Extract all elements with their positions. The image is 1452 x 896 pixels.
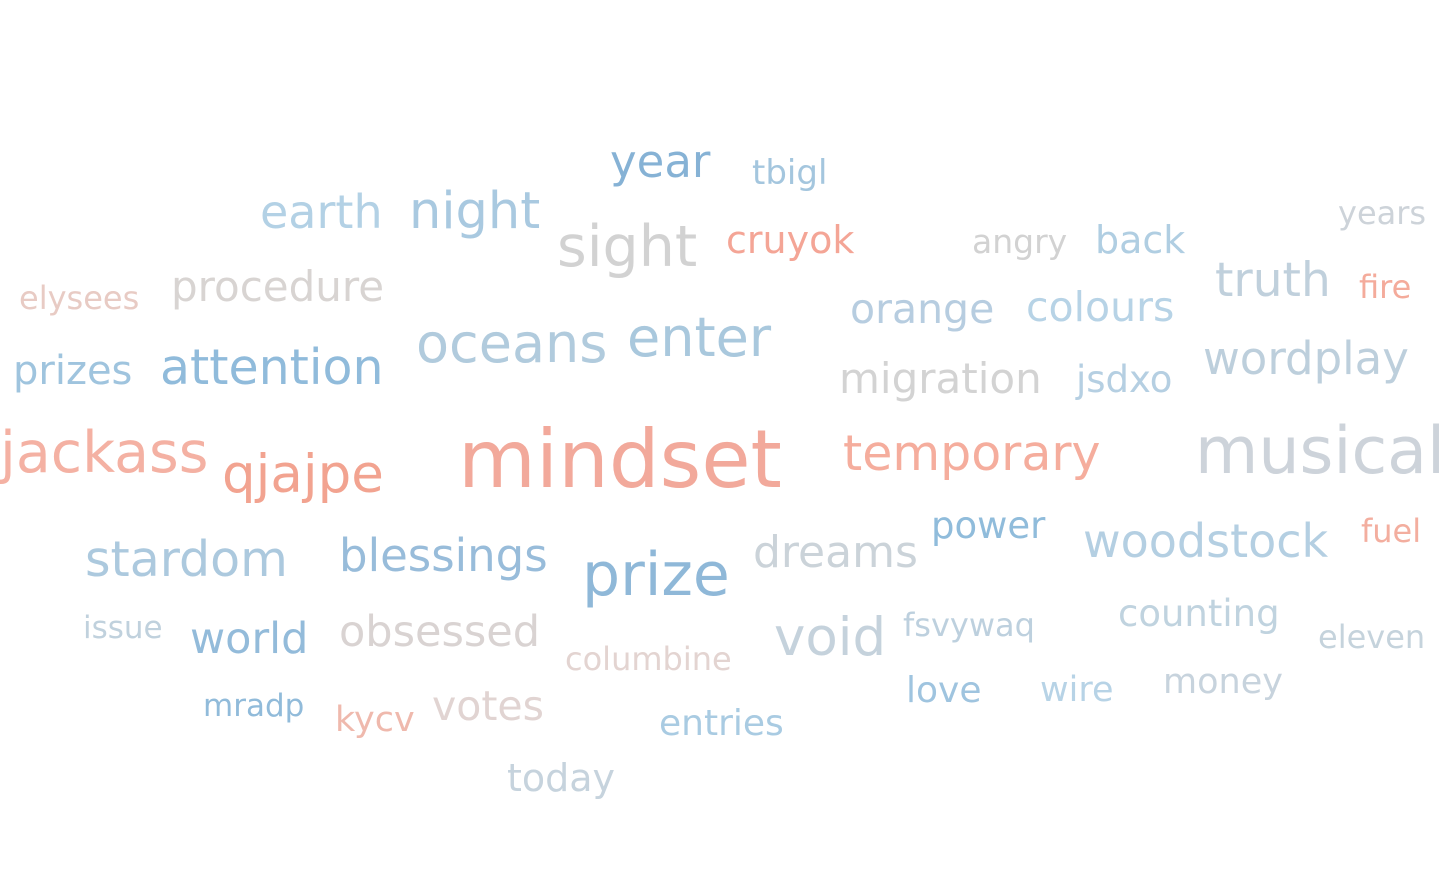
word-love: love [906, 670, 981, 711]
word-back: back [1095, 218, 1185, 262]
word-procedure: procedure [171, 262, 384, 311]
word-dreams: dreams [753, 527, 918, 578]
word-night: night [409, 182, 540, 241]
word-earth: earth [260, 185, 383, 239]
word-years: years [1338, 194, 1426, 232]
word-blessings: blessings [339, 529, 548, 582]
word-world: world [190, 614, 308, 664]
word-mindset: mindset [458, 413, 782, 506]
word-jsdxo: jsdxo [1075, 358, 1172, 401]
word-fire: fire [1359, 268, 1411, 306]
word-today: today [507, 756, 615, 800]
word-wordplay: wordplay [1203, 332, 1409, 385]
word-obsessed: obsessed [339, 607, 540, 657]
word-oceans: oceans [416, 312, 607, 375]
word-woodstock: woodstock [1083, 514, 1329, 568]
word-wire: wire [1040, 670, 1114, 710]
word-entries: entries [659, 703, 784, 744]
word-musical: musical [1195, 414, 1445, 489]
word-prize: prize [582, 540, 730, 610]
word-void: void [774, 607, 886, 668]
word-year: year [610, 135, 711, 188]
word-stardom: stardom [85, 531, 288, 588]
word-attention: attention [160, 339, 384, 396]
word-money: money [1163, 662, 1283, 702]
word-fuel: fuel [1361, 512, 1421, 550]
word-mradp: mradp [203, 688, 304, 724]
word-kycv: kycv [335, 700, 415, 740]
word-qjajpe: qjajpe [222, 444, 384, 505]
word-sight: sight [557, 214, 697, 280]
word-temporary: temporary [843, 425, 1101, 482]
word-enter: enter [627, 306, 772, 369]
word-elysees: elysees [19, 279, 139, 317]
word-fsvywaq: fsvywaq [903, 606, 1035, 644]
word-truth: truth [1215, 253, 1331, 308]
word-eleven: eleven [1318, 618, 1425, 656]
word-votes: votes [432, 682, 544, 730]
word-prizes: prizes [13, 348, 132, 394]
word-issue: issue [83, 610, 163, 646]
word-counting: counting [1118, 592, 1280, 635]
word-cruyok: cruyok [726, 218, 854, 262]
word-orange: orange [850, 285, 994, 333]
word-power: power [931, 504, 1046, 547]
word-colours: colours [1026, 283, 1174, 331]
word-tbigl: tbigl [752, 153, 827, 193]
word-migration: migration [839, 354, 1042, 403]
word-angry: angry [972, 222, 1067, 261]
word-jackass: jackass [0, 420, 208, 486]
word-columbine: columbine [565, 640, 732, 678]
